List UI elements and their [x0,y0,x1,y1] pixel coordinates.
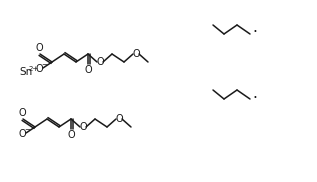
Text: −: − [41,62,47,68]
Text: −: − [24,127,30,133]
Text: O: O [115,114,123,124]
Text: O: O [18,129,26,139]
Text: O: O [132,49,140,59]
Text: O: O [84,65,92,75]
Text: O: O [79,122,87,132]
Text: O: O [35,43,43,53]
Text: O: O [35,64,43,74]
Text: Sn: Sn [19,67,33,77]
Text: ·: · [253,90,257,106]
Text: O: O [67,130,75,140]
Text: O: O [18,108,26,118]
Text: O: O [96,57,104,67]
Text: 2+: 2+ [29,66,39,72]
Text: ·: · [253,25,257,41]
